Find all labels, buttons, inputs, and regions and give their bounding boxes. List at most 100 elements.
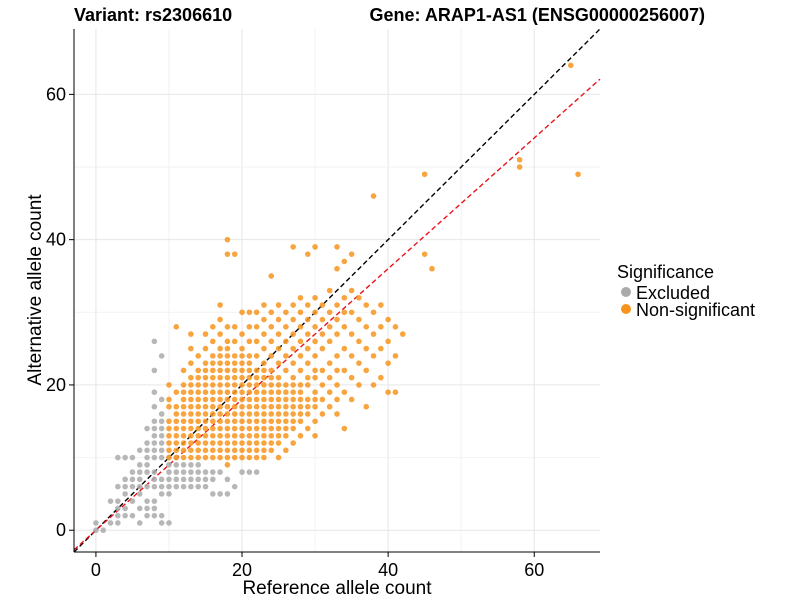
point-non-significant	[319, 302, 326, 308]
point-excluded	[151, 498, 158, 504]
point-non-significant	[224, 411, 231, 417]
point-non-significant	[217, 382, 223, 388]
point-non-significant	[275, 382, 282, 388]
point-non-significant	[261, 440, 267, 446]
point-non-significant	[166, 454, 172, 461]
point-non-significant	[231, 396, 238, 403]
point-non-significant	[246, 403, 253, 410]
point-excluded	[151, 505, 158, 512]
point-non-significant	[180, 432, 187, 439]
point-non-significant	[202, 382, 209, 388]
point-non-significant	[378, 345, 384, 352]
point-non-significant	[326, 287, 333, 294]
point-excluded	[115, 512, 121, 519]
point-excluded	[158, 432, 165, 439]
point-non-significant	[210, 440, 216, 446]
point-non-significant	[378, 302, 384, 308]
point-non-significant	[202, 432, 209, 439]
point-non-significant	[290, 374, 296, 381]
point-excluded	[188, 476, 194, 483]
point-non-significant	[224, 251, 231, 257]
point-non-significant	[268, 432, 275, 439]
point-non-significant	[253, 418, 260, 425]
point-non-significant	[210, 411, 216, 417]
point-non-significant	[195, 432, 201, 439]
point-non-significant	[224, 454, 231, 461]
point-non-significant	[246, 440, 253, 446]
point-non-significant	[370, 353, 377, 359]
point-non-significant	[195, 403, 201, 410]
point-non-significant	[348, 331, 355, 337]
point-non-significant	[516, 156, 523, 163]
point-non-significant	[217, 432, 223, 439]
legend-title: Significance	[617, 262, 714, 282]
point-non-significant	[246, 367, 253, 374]
point-excluded	[239, 469, 245, 475]
point-non-significant	[210, 367, 216, 374]
point-non-significant	[261, 382, 267, 388]
point-non-significant	[217, 360, 223, 366]
point-non-significant	[180, 403, 187, 410]
point-non-significant	[224, 382, 231, 388]
point-non-significant	[268, 309, 275, 316]
point-non-significant	[224, 462, 231, 468]
point-non-significant	[290, 440, 296, 446]
point-non-significant	[224, 338, 231, 345]
point-non-significant	[202, 454, 209, 461]
point-non-significant	[283, 432, 289, 439]
point-non-significant	[290, 244, 296, 250]
point-non-significant	[253, 454, 260, 461]
point-excluded	[151, 403, 158, 410]
point-non-significant	[356, 338, 362, 345]
point-non-significant	[283, 396, 289, 403]
point-non-significant	[326, 360, 333, 366]
point-excluded	[210, 491, 216, 497]
point-non-significant	[297, 403, 304, 410]
point-non-significant	[312, 403, 318, 410]
point-non-significant	[202, 447, 209, 454]
point-excluded	[144, 454, 150, 461]
point-non-significant	[290, 425, 296, 432]
point-non-significant	[210, 353, 216, 359]
point-non-significant	[188, 396, 194, 403]
point-non-significant	[290, 411, 296, 417]
point-excluded	[136, 462, 143, 468]
point-non-significant	[195, 396, 201, 403]
point-non-significant	[231, 353, 238, 359]
point-non-significant	[297, 411, 304, 417]
point-non-significant	[312, 367, 318, 374]
point-excluded	[122, 491, 128, 497]
point-non-significant	[421, 251, 428, 257]
point-non-significant	[268, 353, 275, 359]
point-non-significant	[180, 418, 187, 425]
point-non-significant	[275, 432, 282, 439]
point-non-significant	[173, 425, 180, 432]
point-non-significant	[195, 353, 201, 359]
point-non-significant	[334, 367, 340, 374]
point-non-significant	[348, 374, 355, 381]
point-excluded	[158, 512, 165, 519]
point-non-significant	[180, 396, 187, 403]
point-non-significant	[202, 360, 209, 366]
point-excluded	[122, 483, 128, 490]
point-excluded	[158, 520, 165, 526]
point-non-significant	[231, 418, 238, 425]
point-non-significant	[399, 331, 406, 337]
point-non-significant	[261, 396, 267, 403]
point-non-significant	[297, 389, 304, 395]
point-non-significant	[356, 360, 362, 366]
point-non-significant	[202, 411, 209, 417]
point-excluded	[158, 425, 165, 432]
point-non-significant	[283, 353, 289, 359]
point-excluded	[144, 425, 150, 432]
point-excluded	[188, 469, 194, 475]
point-non-significant	[253, 425, 260, 432]
point-non-significant	[210, 418, 216, 425]
point-non-significant	[275, 302, 282, 308]
point-excluded	[122, 454, 128, 461]
point-non-significant	[224, 374, 231, 381]
point-non-significant	[334, 411, 340, 417]
point-non-significant	[261, 389, 267, 395]
point-non-significant	[239, 403, 245, 410]
point-non-significant	[348, 251, 355, 257]
